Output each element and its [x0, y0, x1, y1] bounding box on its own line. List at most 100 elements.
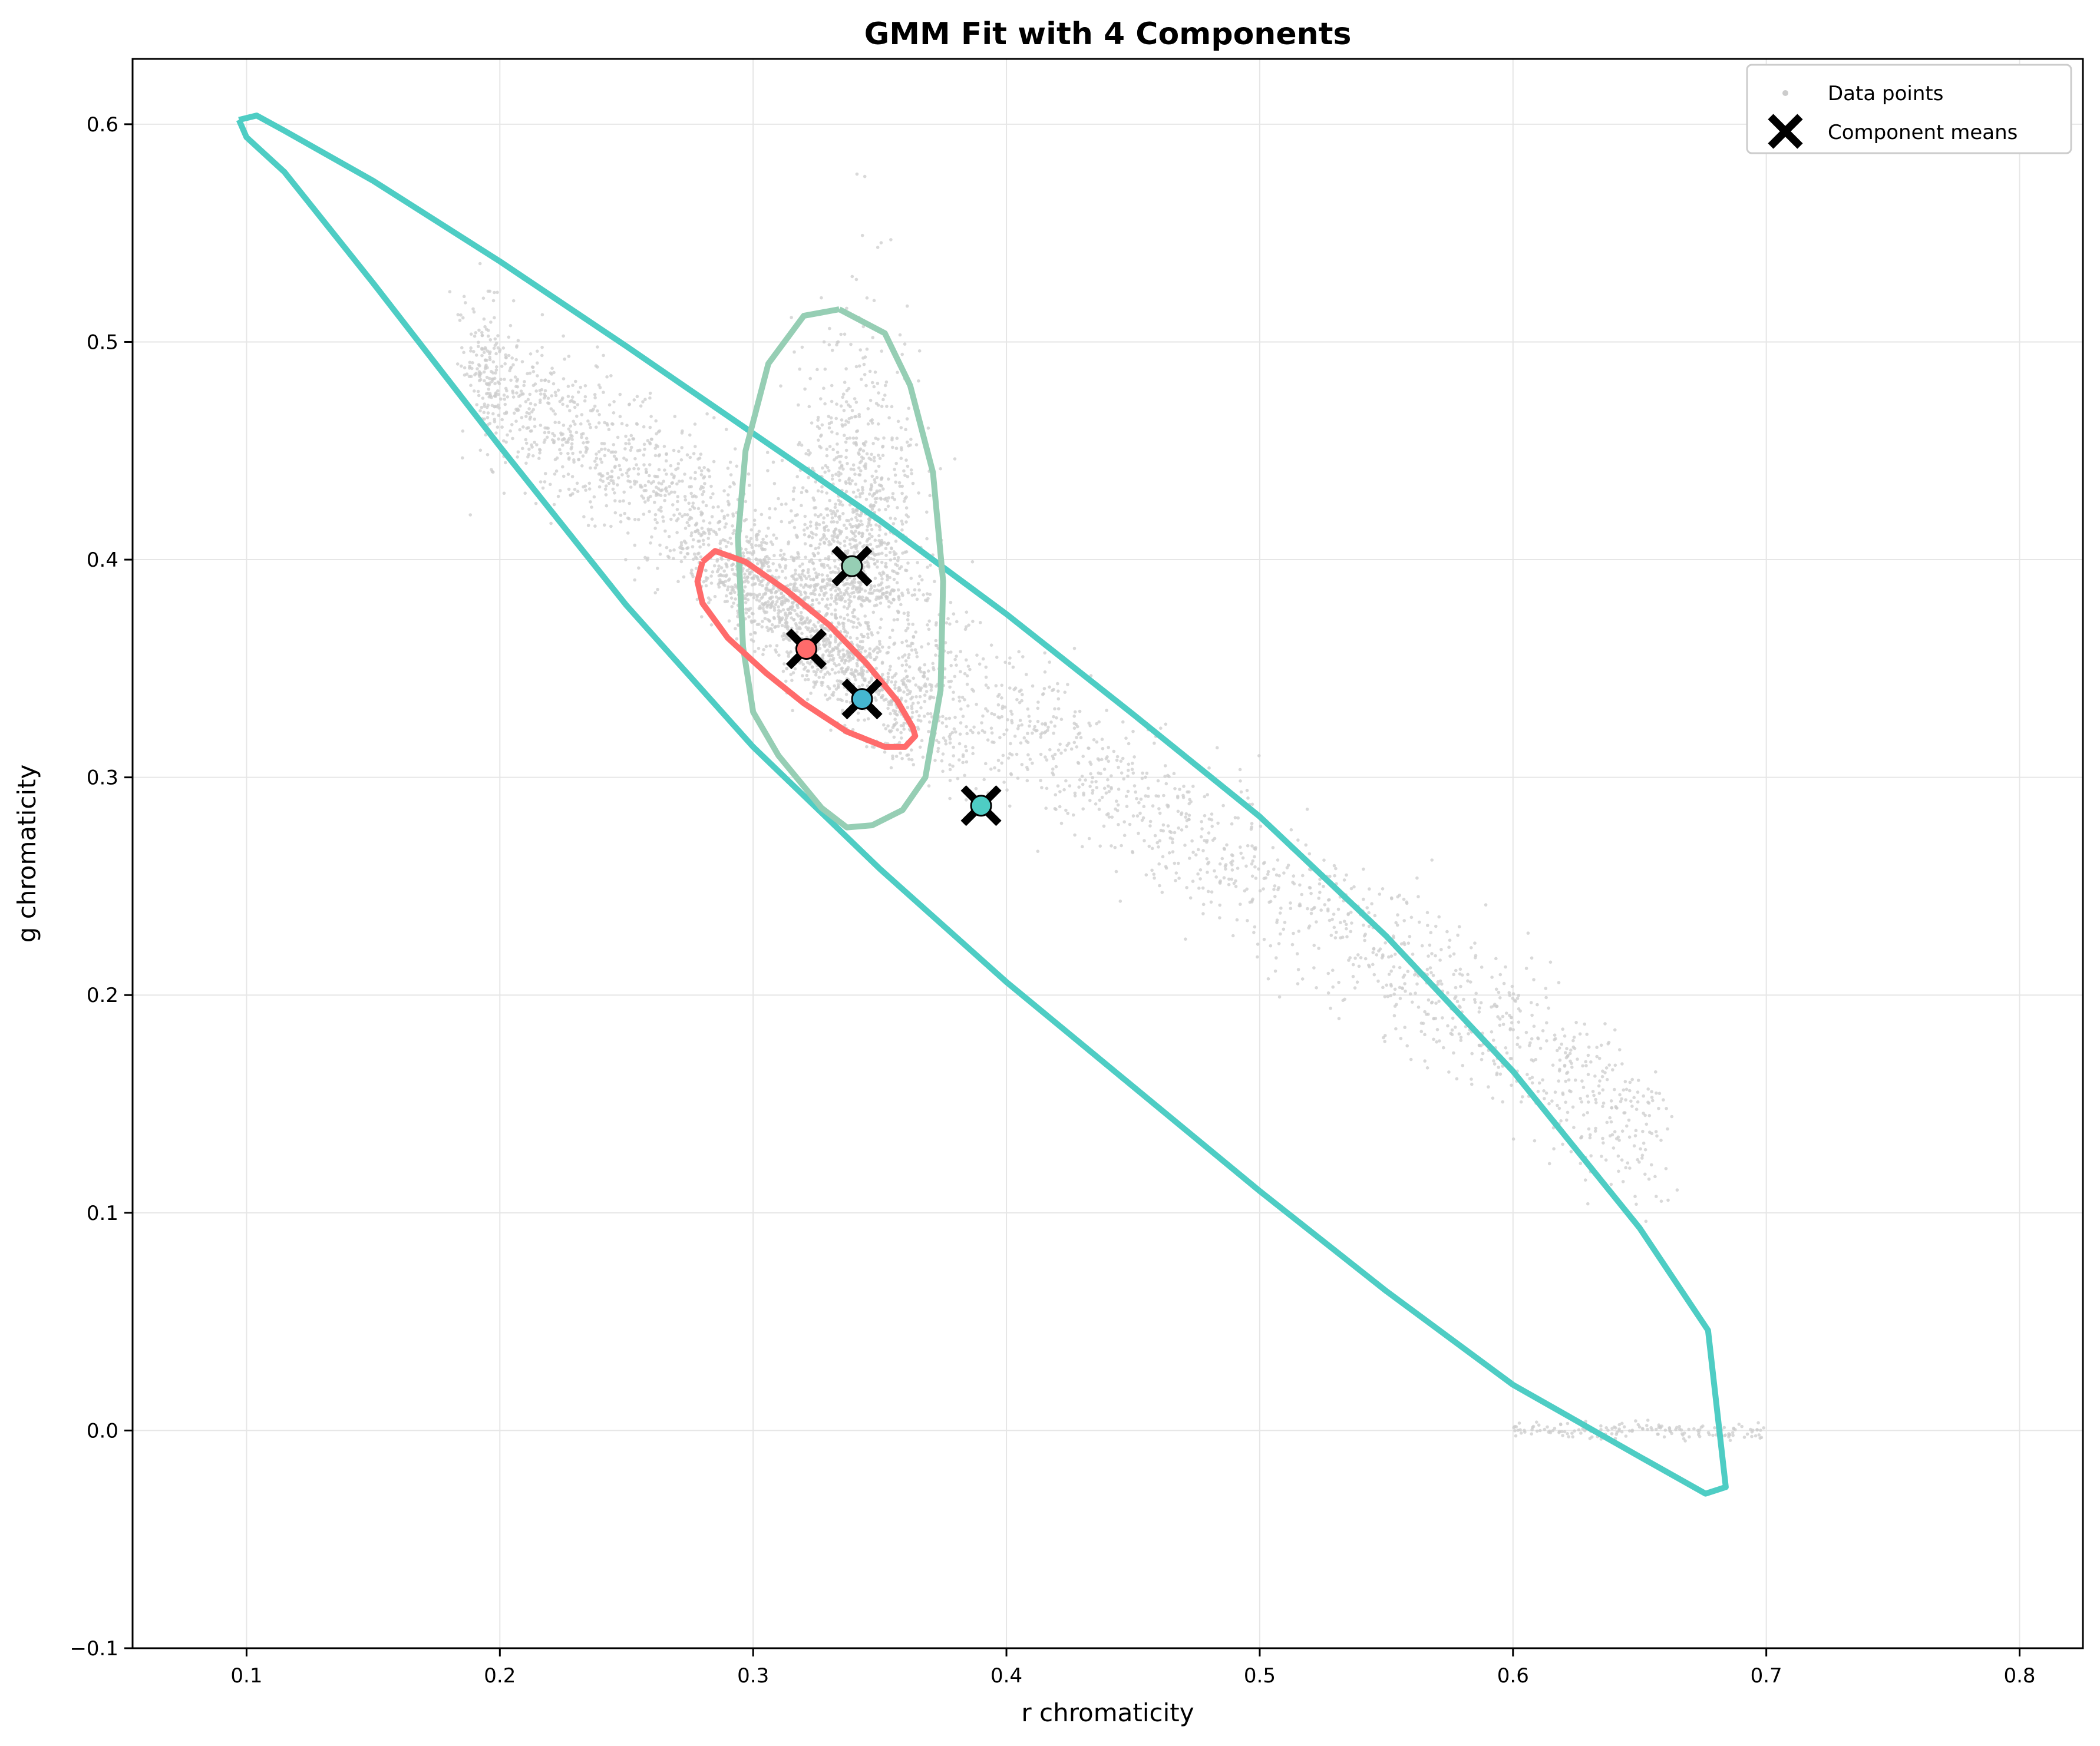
data-point [1484, 903, 1488, 907]
mean-dot [841, 555, 863, 577]
data-point [499, 378, 503, 381]
data-point [1498, 1023, 1502, 1027]
data-point [970, 560, 975, 564]
data-point [469, 375, 473, 378]
data-point [847, 598, 851, 601]
data-point [801, 569, 805, 573]
data-point [1120, 771, 1124, 775]
data-point [1560, 1430, 1564, 1434]
data-point [490, 468, 493, 471]
data-point [1234, 885, 1238, 888]
data-point [823, 666, 827, 670]
data-point [1339, 921, 1342, 924]
data-point [1723, 1434, 1726, 1437]
data-point [536, 349, 539, 353]
data-point [914, 651, 919, 654]
y-tick-label: 0.4 [87, 548, 118, 572]
data-point [493, 382, 497, 385]
data-point [877, 689, 881, 693]
data-point [815, 576, 818, 579]
data-point [646, 480, 651, 484]
data-point [767, 619, 771, 623]
data-point [1452, 952, 1456, 956]
data-point [1174, 871, 1178, 875]
data-point [1572, 1126, 1576, 1129]
data-point [1600, 1155, 1603, 1158]
data-point [1636, 1158, 1639, 1162]
data-point [1563, 1064, 1567, 1068]
data-point [780, 520, 784, 524]
data-point [1345, 873, 1348, 877]
data-point [558, 489, 562, 492]
data-point [792, 557, 795, 561]
data-point [1210, 812, 1214, 816]
data-point [837, 679, 841, 683]
data-point [895, 571, 899, 575]
data-point [886, 578, 889, 581]
data-point [821, 521, 826, 524]
data-point [473, 389, 476, 393]
data-point [757, 646, 761, 650]
data-point [1436, 980, 1440, 984]
data-point [529, 402, 533, 405]
data-point [1132, 784, 1137, 788]
data-point [543, 431, 547, 435]
data-point [539, 424, 543, 427]
data-point [1095, 722, 1098, 726]
data-point [831, 448, 835, 451]
data-point [1180, 828, 1184, 832]
data-point [1081, 755, 1085, 758]
data-point [855, 172, 859, 176]
data-point [729, 596, 734, 600]
data-point [646, 498, 650, 502]
data-point [889, 712, 892, 716]
data-point [1609, 1120, 1613, 1124]
data-point [906, 753, 910, 757]
data-point [1427, 998, 1431, 1002]
data-point [1648, 1130, 1652, 1134]
data-point [1207, 766, 1211, 770]
data-point [1000, 761, 1003, 765]
data-point [699, 469, 704, 472]
data-point [899, 724, 903, 727]
data-point [834, 664, 838, 667]
data-point [729, 542, 734, 545]
data-point [1015, 752, 1019, 756]
data-point [821, 654, 825, 658]
data-point [823, 402, 827, 406]
data-point [921, 755, 925, 759]
data-point [577, 458, 580, 462]
data-point [622, 499, 625, 503]
data-point [1494, 957, 1498, 961]
data-point [839, 591, 843, 594]
data-point [747, 484, 751, 487]
data-point [957, 695, 961, 699]
data-point [669, 464, 673, 468]
data-point [955, 663, 958, 667]
data-point [1197, 887, 1201, 890]
data-point [478, 409, 482, 413]
data-point [856, 711, 860, 715]
data-point [1637, 1425, 1642, 1429]
data-point [1490, 975, 1494, 979]
data-point [941, 752, 945, 756]
data-point [1636, 1079, 1640, 1082]
data-point [1381, 986, 1385, 990]
data-point [784, 613, 787, 617]
data-point [683, 472, 686, 476]
data-point [1144, 873, 1148, 877]
data-point [480, 405, 484, 409]
data-point [537, 448, 541, 451]
data-point [675, 482, 679, 486]
data-point [1564, 1079, 1567, 1083]
data-point [1740, 1424, 1744, 1428]
data-point [689, 534, 693, 538]
data-point [1493, 1062, 1497, 1066]
data-point [731, 567, 734, 571]
data-point [693, 477, 697, 481]
data-point [1329, 1006, 1332, 1010]
data-point [1389, 969, 1393, 973]
data-point [841, 670, 845, 673]
data-point [744, 601, 748, 604]
data-point [1425, 911, 1429, 914]
